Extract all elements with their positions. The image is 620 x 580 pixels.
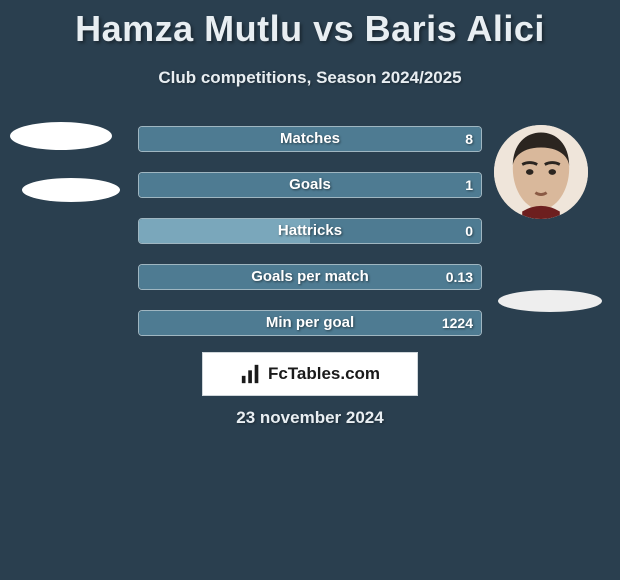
bar-label: Min per goal	[139, 311, 481, 335]
bar-row: Goals1	[138, 172, 482, 198]
fctables-logo: FcTables.com	[202, 352, 418, 396]
bar-value-right: 1	[465, 173, 473, 197]
comparison-bars: Matches8Goals1Hattricks0Goals per match0…	[138, 126, 482, 356]
logo-text: FcTables.com	[268, 364, 380, 384]
bar-row: Hattricks0	[138, 218, 482, 244]
bar-label: Goals per match	[139, 265, 481, 289]
bars-icon	[240, 363, 262, 385]
left-avatar-ellipse-2	[22, 178, 120, 202]
bar-value-right: 0	[465, 219, 473, 243]
bar-label: Goals	[139, 173, 481, 197]
right-avatar	[494, 125, 588, 219]
avatar-face-icon	[494, 125, 588, 219]
bar-row: Matches8	[138, 126, 482, 152]
page-subtitle: Club competitions, Season 2024/2025	[0, 68, 620, 88]
bar-row: Min per goal1224	[138, 310, 482, 336]
bar-value-right: 0.13	[446, 265, 473, 289]
left-avatar-ellipse-1	[10, 122, 112, 150]
bar-label: Matches	[139, 127, 481, 151]
bar-label: Hattricks	[139, 219, 481, 243]
page-title: Hamza Mutlu vs Baris Alici	[0, 0, 620, 50]
right-avatar-shadow	[498, 290, 602, 312]
date-label: 23 november 2024	[0, 408, 620, 428]
bar-value-right: 8	[465, 127, 473, 151]
bar-value-right: 1224	[442, 311, 473, 335]
bar-row: Goals per match0.13	[138, 264, 482, 290]
